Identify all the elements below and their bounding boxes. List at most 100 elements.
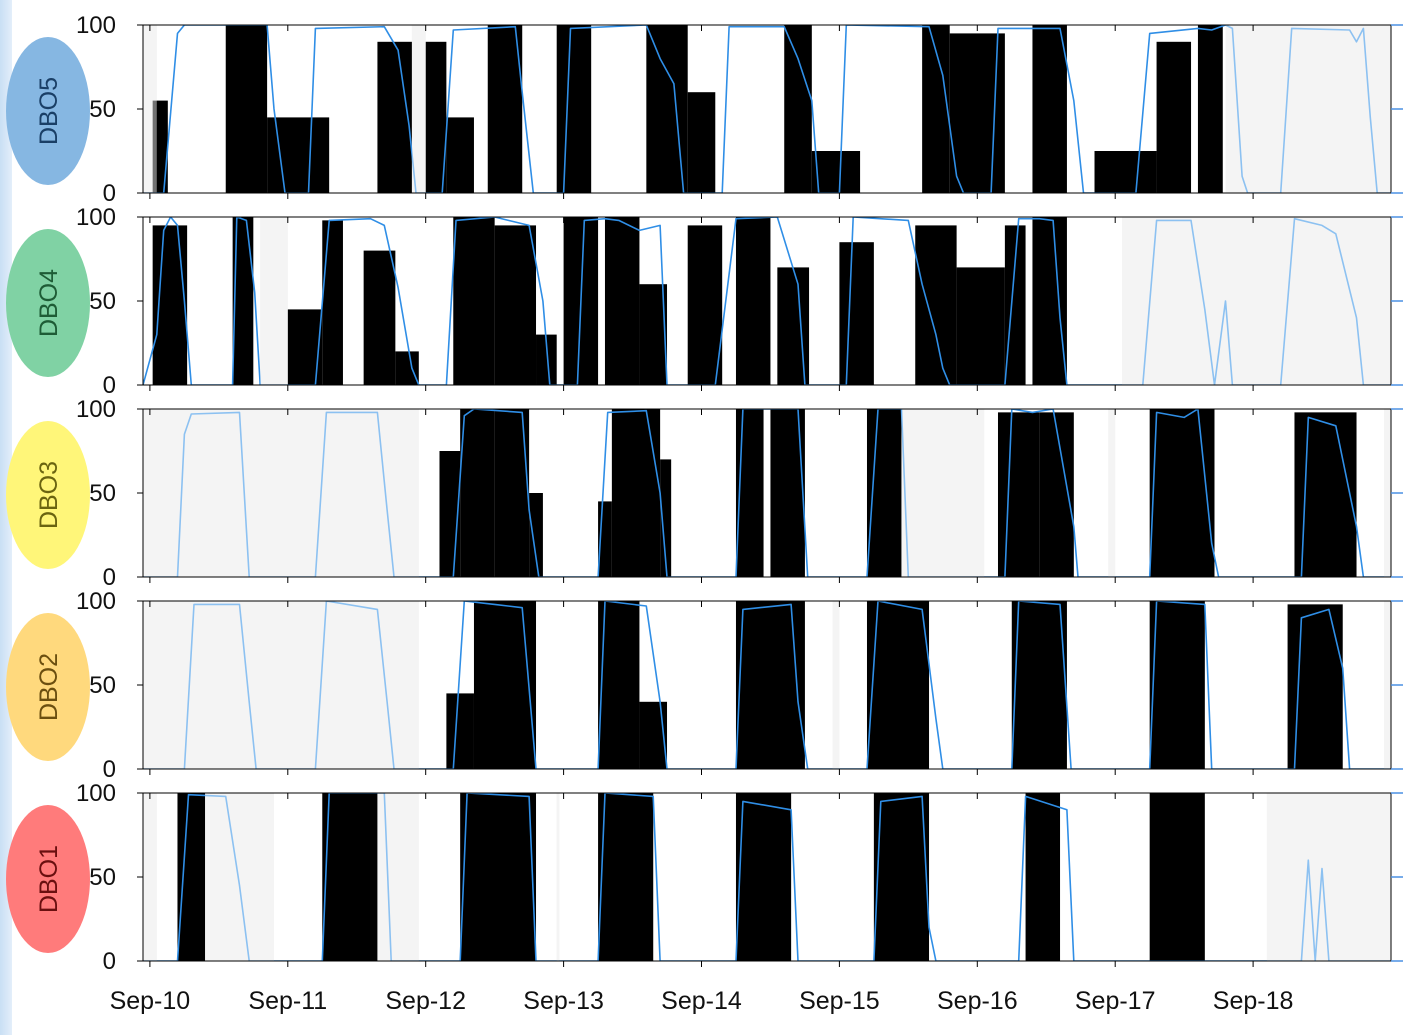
- masked-fade: [205, 793, 275, 961]
- bar: [873, 793, 930, 961]
- masked-period: [1122, 217, 1391, 385]
- masked-fade: [1108, 409, 1116, 577]
- station-badge: [6, 613, 90, 761]
- masked-fade: [556, 793, 560, 961]
- bar: [598, 601, 640, 769]
- bar: [395, 351, 419, 385]
- y-tick-label: 0: [103, 180, 116, 207]
- bar: [735, 601, 805, 769]
- masked-period: [556, 793, 560, 961]
- bar: [487, 25, 523, 193]
- x-tick-label: Sep-13: [523, 987, 604, 1015]
- masked-period: [901, 409, 985, 577]
- bar: [460, 793, 537, 961]
- page-edge-strip: [0, 0, 12, 1035]
- x-tick-label: Sep-16: [937, 987, 1018, 1015]
- bar: [152, 225, 188, 385]
- x-tick-label: Sep-10: [110, 987, 191, 1015]
- y-tick-label: 100: [76, 396, 116, 423]
- y-tick-label: 0: [103, 948, 116, 975]
- bar: [639, 701, 668, 769]
- bar: [322, 220, 343, 385]
- bar: [322, 793, 378, 961]
- masked-period: [1108, 409, 1116, 577]
- y-tick-label: 50: [89, 672, 116, 699]
- plot-area: [143, 409, 1391, 577]
- masked-period: [205, 793, 275, 961]
- bar: [1149, 601, 1205, 769]
- masked-fade: [1122, 217, 1391, 385]
- y-tick-label: 100: [76, 204, 116, 231]
- y-tick-label: 0: [103, 756, 116, 783]
- station-label: DBO3: [35, 461, 63, 529]
- bar: [915, 225, 957, 385]
- bar: [687, 92, 716, 193]
- x-tick-label: Sep-12: [385, 987, 466, 1015]
- bar: [453, 217, 495, 385]
- station-label: DBO1: [35, 845, 63, 913]
- bar: [611, 409, 661, 577]
- masked-fade: [143, 409, 419, 577]
- y-tick-label: 0: [103, 372, 116, 399]
- bar: [866, 601, 930, 769]
- y-tick-label: 100: [76, 588, 116, 615]
- bar: [956, 267, 1005, 385]
- bar: [446, 117, 474, 193]
- bar: [735, 409, 764, 577]
- bar: [1011, 601, 1067, 769]
- masked-period: [260, 217, 288, 385]
- bar: [494, 225, 537, 385]
- masked-fade: [1384, 601, 1391, 769]
- panel-dbo2: 0 50 100 DBO2: [6, 588, 1403, 783]
- masked-fade: [1384, 409, 1391, 577]
- panel-dbo3: 0 50 100 DBO3: [6, 396, 1403, 591]
- bar: [1094, 151, 1157, 193]
- bar: [949, 33, 1005, 193]
- masked-fade: [411, 25, 426, 193]
- bar: [556, 25, 592, 193]
- bar: [604, 217, 640, 385]
- masked-fade: [260, 217, 288, 385]
- bar: [377, 41, 412, 193]
- bar: [639, 284, 668, 385]
- plot-area: [143, 601, 1391, 769]
- bar: [598, 793, 654, 961]
- y-tick-label: 100: [76, 12, 116, 39]
- station-label: DBO4: [35, 269, 63, 337]
- station-label: DBO5: [35, 77, 63, 145]
- bar: [1032, 25, 1067, 193]
- bar: [177, 793, 206, 961]
- y-tick-label: 50: [89, 96, 116, 123]
- bar: [1156, 41, 1192, 193]
- station-badge: [6, 229, 90, 377]
- x-tick-label: Sep-18: [1213, 987, 1294, 1015]
- bar: [1294, 412, 1357, 577]
- line-series: [143, 409, 1391, 577]
- masked-fade: [143, 793, 157, 961]
- masked-fade: [1225, 25, 1391, 193]
- station-label: DBO2: [35, 653, 63, 721]
- bar: [1032, 217, 1067, 385]
- masked-period: [143, 793, 157, 961]
- masked-period: [1225, 25, 1391, 193]
- y-tick-label: 0: [103, 564, 116, 591]
- bar: [536, 334, 557, 385]
- bar: [425, 41, 447, 193]
- bar: [735, 793, 792, 961]
- panel-dbo4: 0 50 100 DBO4: [6, 204, 1403, 399]
- bar: [687, 225, 723, 385]
- bar: [446, 693, 474, 769]
- bar: [660, 459, 672, 577]
- masked-period: [1266, 793, 1391, 961]
- bar: [460, 409, 495, 577]
- bar: [839, 242, 874, 385]
- masked-fade: [1266, 793, 1391, 961]
- y-tick-label: 50: [89, 864, 116, 891]
- line-series: [143, 217, 1391, 385]
- masked-fade: [901, 409, 985, 577]
- bar: [735, 217, 771, 385]
- panel-dbo5: 0 50 100 DBO5: [6, 12, 1403, 207]
- x-tick-label: Sep-11: [248, 987, 327, 1015]
- bar: [811, 151, 861, 193]
